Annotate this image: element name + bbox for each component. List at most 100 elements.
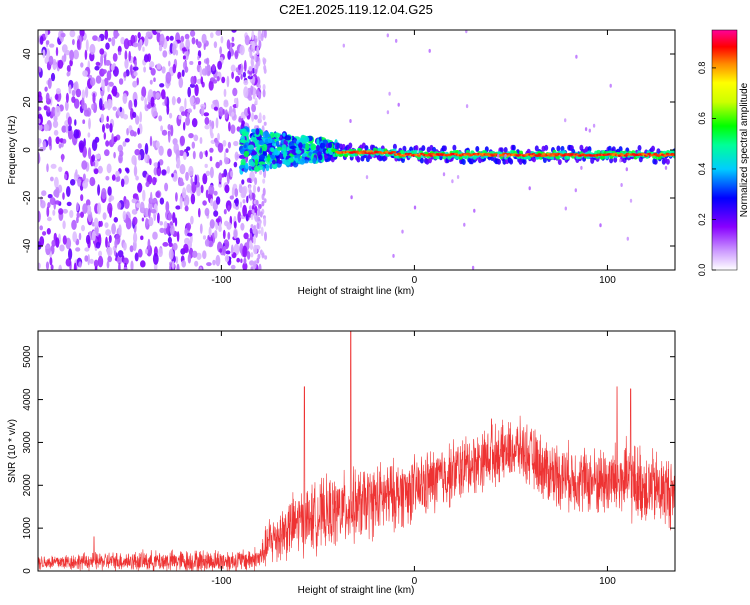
spectrogram-cell [386,33,389,38]
spectrogram-cell [93,259,99,268]
spectrogram-cell [93,168,99,175]
spectrogram-cell [175,256,179,264]
spectrogram-cell [428,48,431,53]
spectrogram-cell [218,221,222,232]
spectrogram-cell [124,138,130,143]
spectrogram-cell [81,224,85,232]
spectrogram-cell [227,50,232,60]
spectrogram-cell [217,142,224,153]
spectrogram-cell [452,144,457,151]
spectrogram-cell [111,36,116,47]
spectrogram-cell [92,35,98,41]
spectrogram-cell [185,38,191,50]
spectrogram-cell [149,79,153,85]
spectrogram-cell [104,149,110,157]
spectrogram-cell [172,212,176,224]
spectrogram-cell [190,177,193,186]
spectrogram-cell [162,242,169,247]
spectrogram-cell [231,30,237,33]
spectrogram-cell [120,178,125,188]
spectrogram-cell [281,144,287,152]
colorbar-gradient [711,29,738,271]
spectrogram-cell [258,40,262,49]
spectrogram-cell [156,63,162,70]
spectrogram-cell [210,32,214,39]
spectrogram-cell [270,132,276,138]
spectrogram-cell [629,198,633,203]
spectrogram-cell [105,229,111,236]
spectrogram-cell [38,118,41,124]
spectrogram-cell [65,123,69,134]
spectrogram-cell [147,238,151,251]
spectrogram-cell [275,140,280,147]
spectrogram-cell [190,76,195,85]
spectrogram-cell [133,71,138,77]
spectrogram-cell [360,155,365,162]
spectrogram-x-ticks: -100 0 100 [211,30,616,286]
spectrogram-cell [91,103,95,111]
spectrogram-cell [258,263,262,270]
spectrogram-cell [463,222,466,227]
spectrogram-cell [137,248,143,258]
spectrogram-cell [256,222,260,230]
spectrogram-cell [230,124,236,134]
spectrogram-cell [251,128,256,133]
spectrogram-cell [237,211,242,224]
spectrogram-cell [243,150,249,158]
spectrogram-cell [175,149,181,157]
spectrogram-cell [262,84,266,91]
spectrogram-cell [46,228,51,235]
spectrogram-cell [234,50,239,60]
spectrogram-cell [140,260,146,268]
spectrogram-cell [107,202,113,215]
spectrogram-cell [71,219,77,230]
spectrogram-cell [241,179,245,185]
spectrogram-cell [181,260,186,268]
spectrogram-cell [239,44,245,56]
spectrogram-cell [187,108,192,114]
spectrogram-cell [253,153,260,162]
spectrogram-cell [197,55,200,61]
spectrogram-cell [264,255,268,260]
spectrogram-cell [237,64,242,70]
spectrogram-cell [178,181,185,186]
spectrogram-cell [78,232,82,241]
spectrogram-cell [176,263,180,270]
spectrogram-cell [671,153,675,157]
spectrogram-cell [140,95,144,102]
spectrogram-cell [82,119,86,124]
snr-y-tick-label: 4000 [22,388,33,411]
spectrogram-cell [364,145,369,152]
spectrogram-cell [289,145,297,149]
spectrogram-cell [167,236,172,244]
spectrogram-cell [117,250,124,258]
spectrogram-cell [310,143,316,151]
spectrogram-cell [77,178,82,187]
spectrogram-cell [111,174,116,181]
spectrogram-cell [255,60,259,70]
spectrogram-cell [247,106,250,115]
spectrogram-cell [243,60,247,72]
spectrogram-cell [187,253,192,264]
spectrogram-cell [191,37,196,45]
spectrogram-cell [38,124,43,131]
spectrogram-cell [100,54,104,67]
spectrogram-cell [242,199,246,204]
spectrogram-cell [45,244,51,249]
spectrogram-cell [184,205,189,212]
spectrogram-cell [243,144,247,149]
spectrogram-cell [321,142,326,149]
spectrogram-cell [76,202,79,212]
spectrogram-cell [161,89,166,100]
spectrogram-cell [236,257,241,263]
spectrogram-cell [62,208,68,214]
spectrogram-cell [184,98,187,110]
spectrogram-y-tick-label: 20 [22,96,33,108]
spectrogram-cell [509,158,514,165]
spectrogram-cell [248,205,252,211]
spectrogram-cell [401,229,404,234]
spectrogram-cell [60,32,66,38]
spectrogram-cell [139,111,142,123]
spectrogram-cell [186,112,190,119]
spectrogram-cell [413,205,417,210]
